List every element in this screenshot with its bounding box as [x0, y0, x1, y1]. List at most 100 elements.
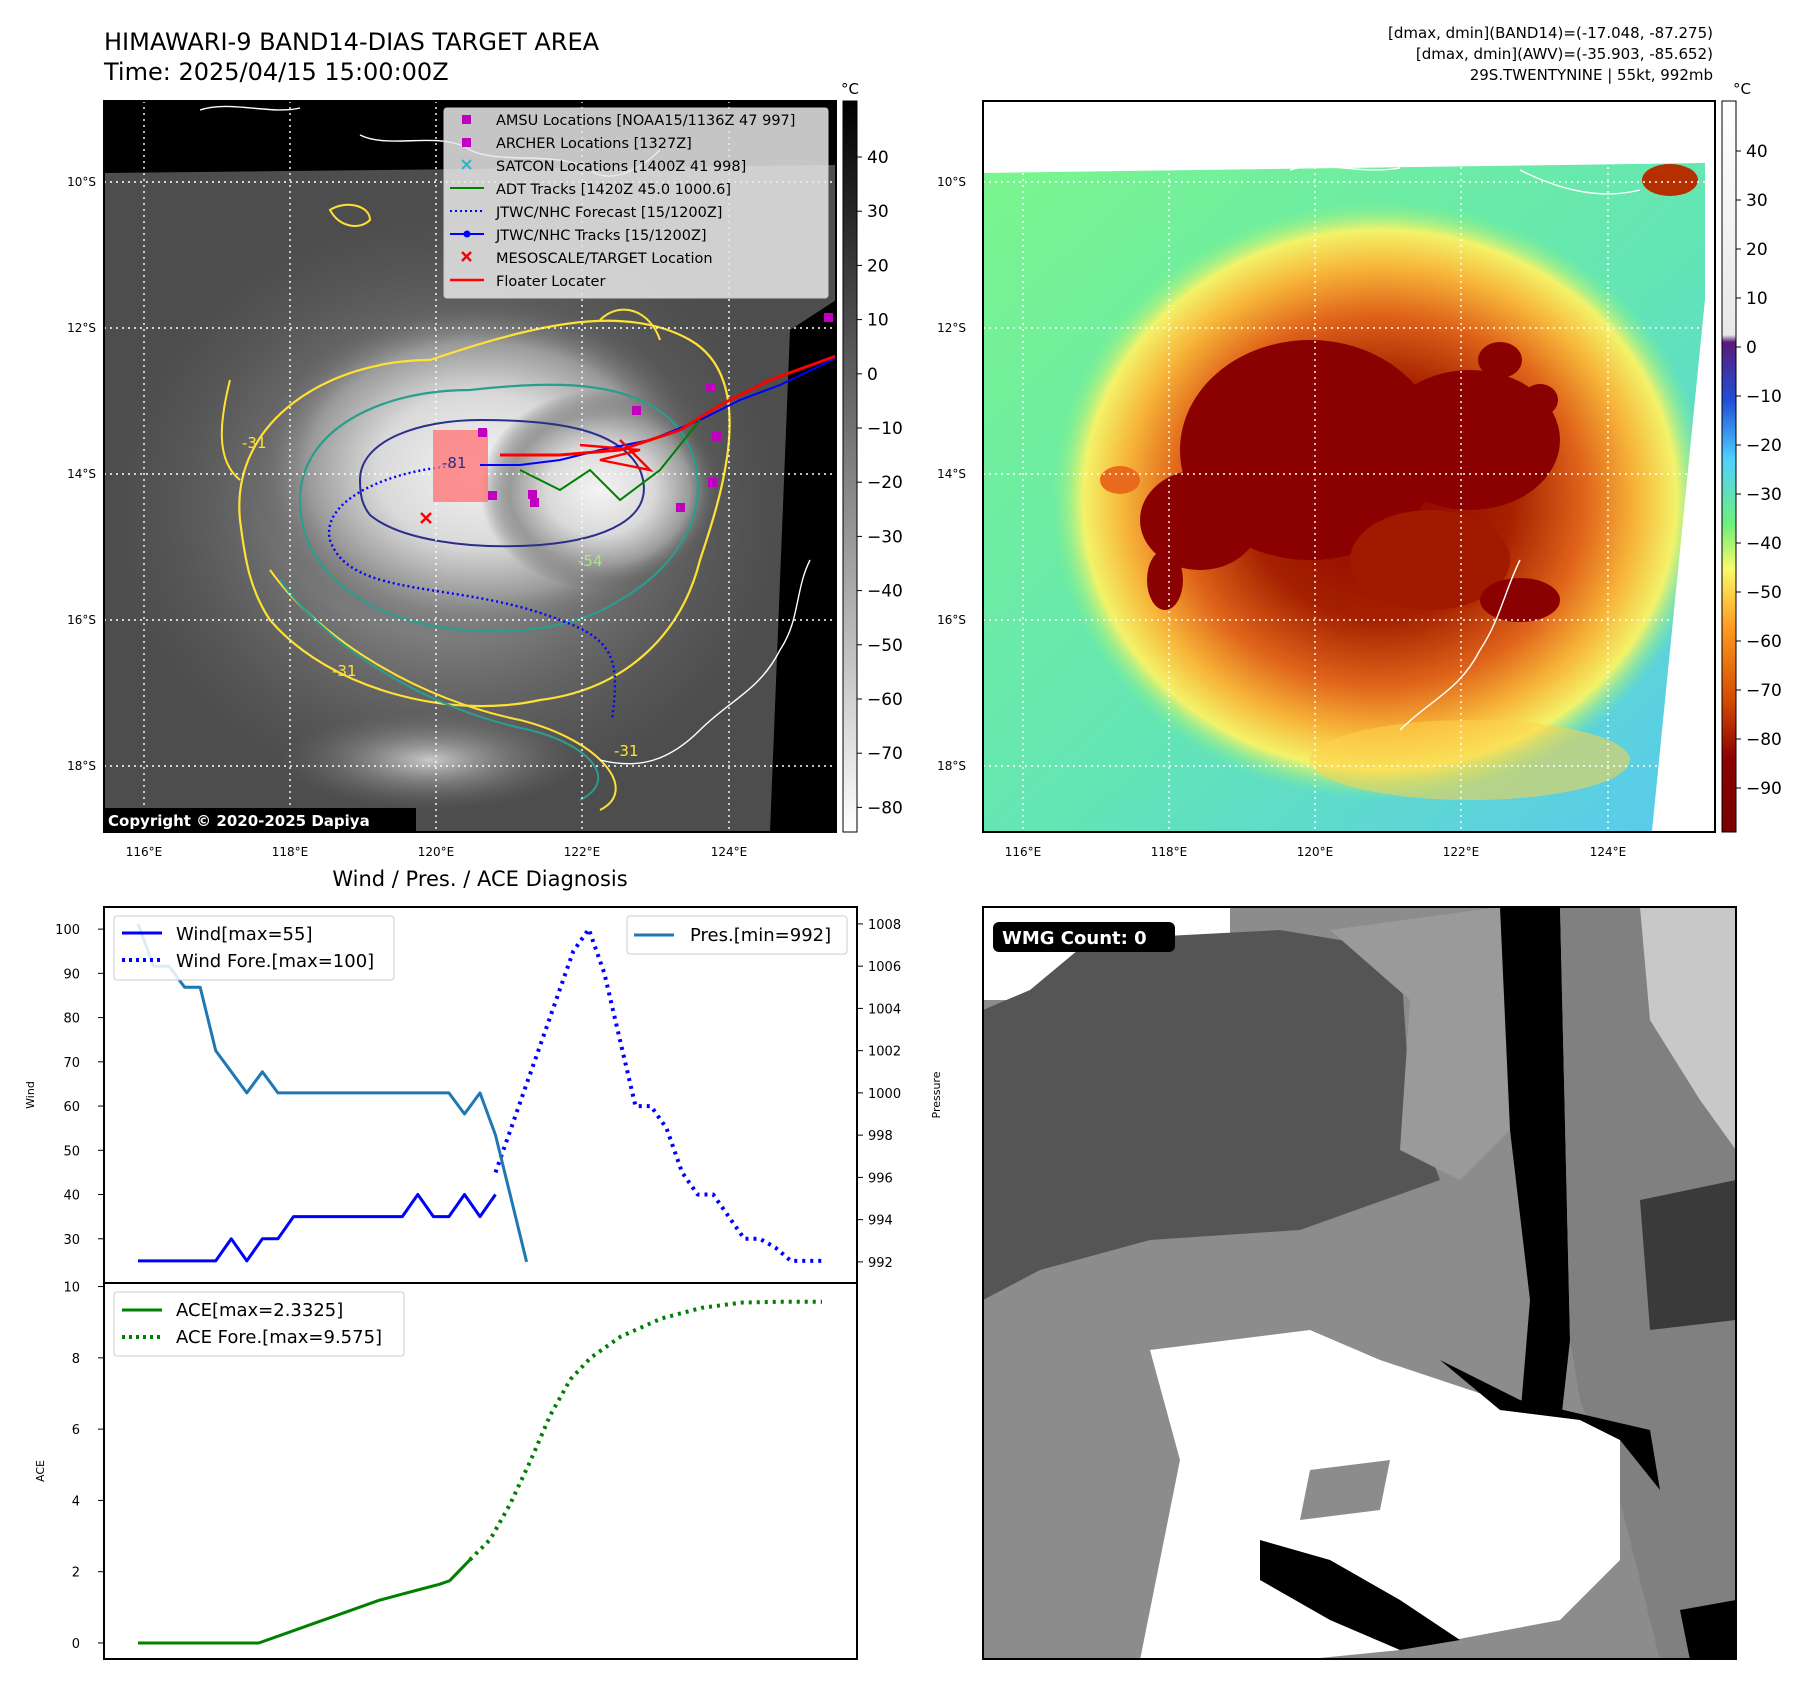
ace-axis-label: ACE: [34, 1460, 47, 1482]
legend-adt: ADT Tracks [1420Z 45.0 1000.6]: [496, 182, 731, 198]
ace-tick-label: 8: [72, 1352, 80, 1367]
pressure-axis-label: Pressure: [930, 1071, 943, 1118]
wind-tick-label: 40: [63, 1189, 80, 1204]
wind-tick-label: 70: [63, 1056, 80, 1071]
lon-tick: 122°E: [564, 845, 601, 859]
legend-ace: ACE[max=2.3325]: [176, 1300, 343, 1321]
right-colorbar-tick-label: −90: [1746, 779, 1782, 799]
contour-label: -31: [614, 742, 639, 760]
colorbar-unit: °C: [1733, 80, 1751, 98]
left-colorbar-tick-label: −80: [867, 798, 903, 818]
lon-tick: 118°E: [272, 845, 309, 859]
contour-label: -54: [578, 552, 603, 570]
copyright: Copyright © 2020-2025 Dapiya: [108, 812, 370, 830]
left-colorbar-tick-label: 40: [867, 148, 889, 168]
series-line-2: [136, 923, 529, 1263]
right-colorbar-tick-label: 0: [1746, 338, 1757, 358]
wind-tick-label: 30: [63, 1233, 80, 1248]
ace-series-line-0: [138, 1558, 471, 1645]
right-map-ticks: 116°E 118°E 120°E 122°E 124°E 10°S 12°S …: [937, 175, 1626, 859]
figure-title-line2: Time: 2025/04/15 15:00:00Z: [103, 58, 449, 86]
pressure-tick-label: 996: [868, 1171, 893, 1186]
info-line2: [dmax, dmin](AWV)=(-35.903, -85.652): [1416, 45, 1713, 63]
awv-map: [983, 101, 1715, 832]
ace-tick-label: 10: [63, 1281, 80, 1296]
lat-tick: 16°S: [67, 613, 96, 627]
diagnosis-title: Wind / Pres. / ACE Diagnosis: [332, 867, 627, 891]
legend-pressure: Pres.[min=992]: [690, 925, 831, 946]
wind-tick-label: 60: [63, 1100, 80, 1115]
legend-amsu: AMSU Locations [NOAA15/1136Z 47 997]: [496, 113, 795, 129]
left-colorbar-tick-label: 30: [867, 202, 889, 222]
lat-tick: 12°S: [67, 321, 96, 335]
right-colorbar-tick-label: 40: [1746, 142, 1768, 162]
right-colorbar-tick-label: −60: [1746, 632, 1782, 652]
lon-tick: 116°E: [126, 845, 163, 859]
legend-floater: Floater Locater: [496, 274, 605, 290]
figure-title-line1: HIMAWARI-9 BAND14-DIAS TARGET AREA: [104, 28, 600, 56]
wind-tick-label: 80: [63, 1012, 80, 1027]
left-colorbar-tick-label: −70: [867, 744, 903, 764]
ace-tick-label: 0: [72, 1637, 80, 1652]
wmg-count-badge: WMG Count: 0: [1002, 928, 1147, 949]
wind-tick-label: 100: [55, 923, 80, 938]
colorbar-unit: °C: [841, 80, 859, 98]
map-legend: AMSU Locations [NOAA15/1136Z 47 997] ARC…: [443, 107, 829, 299]
contour-label: -31: [242, 434, 267, 452]
ace-chart: 0 2 4 6 8 10 ACE ACE[max=2.3325] ACE Fore.[ma…: [34, 1281, 858, 1660]
lat-tick: 10°S: [937, 175, 966, 189]
pressure-tick-label: 1008: [868, 918, 901, 933]
lon-tick: 122°E: [1443, 845, 1480, 859]
legend-target: MESOSCALE/TARGET Location: [496, 251, 713, 267]
legend-wind-forecast: Wind Fore.[max=100]: [176, 951, 374, 972]
ace-tick-label: 6: [72, 1423, 80, 1438]
right-colorbar-tick-label: −10: [1746, 387, 1782, 407]
right-colorbar-tick-label: −80: [1746, 730, 1782, 750]
left-colorbar-tick-label: 0: [867, 365, 878, 385]
pressure-tick-label: 1004: [868, 1002, 901, 1017]
lat-tick: 14°S: [937, 467, 966, 481]
legend-satcon: SATCON Locations [1400Z 41 998]: [496, 159, 746, 175]
lat-tick: 12°S: [937, 321, 966, 335]
lon-tick: 120°E: [418, 845, 455, 859]
left-colorbar: °C 40 30 20 10 0 −10 −20 −30 −40 −50 −60 −70 −80: [841, 80, 903, 833]
legend-wind: Wind[max=55]: [176, 924, 313, 945]
lon-tick: 118°E: [1151, 845, 1188, 859]
info-line1: [dmax, dmin](BAND14)=(-17.048, -87.275): [1388, 24, 1713, 42]
right-colorbar-tick-label: −50: [1746, 583, 1782, 603]
pressure-tick-label: 994: [868, 1214, 893, 1229]
pressure-tick-label: 998: [868, 1129, 893, 1144]
legend-jtwc-tracks: JTWC/NHC Tracks [15/1200Z]: [495, 228, 707, 244]
wind-tick-label: 50: [63, 1144, 80, 1159]
right-colorbar-tick-label: −40: [1746, 534, 1782, 554]
series-line-1: [493, 927, 822, 1263]
left-map-ticks: 116°E 118°E 120°E 122°E 124°E 10°S 12°S …: [67, 175, 747, 859]
pressure-tick-label: 1000: [868, 1087, 901, 1102]
right-colorbar: °C 40 30 20 10 0 −10 −20 −30 −40 −50 −60 −70 −80 −90: [1721, 80, 1782, 833]
contour-label: -81: [442, 454, 467, 472]
right-colorbar-tick-label: 10: [1746, 289, 1768, 309]
legend-jtwc-forecast: JTWC/NHC Forecast [15/1200Z]: [495, 205, 722, 221]
left-colorbar-tick-label: −20: [867, 473, 903, 493]
ace-tick-label: 2: [72, 1566, 80, 1581]
right-colorbar-tick-label: −20: [1746, 436, 1782, 456]
wind-axis-label: Wind: [24, 1081, 37, 1109]
left-colorbar-tick-label: −10: [867, 419, 903, 439]
pressure-tick-label: 992: [868, 1256, 893, 1271]
lon-tick: 124°E: [711, 845, 748, 859]
left-colorbar-tick-label: −40: [867, 582, 903, 602]
lon-tick: 116°E: [1005, 845, 1042, 859]
left-colorbar-tick-label: 20: [867, 256, 889, 276]
info-line3: 29S.TWENTYNINE | 55kt, 992mb: [1470, 66, 1713, 84]
wind-pressure-chart: 30 40 50 60 70 80 90 100 992 994 996 998 1000 1002 10…: [24, 906, 943, 1284]
pressure-tick-label: 1006: [868, 960, 901, 975]
lat-tick: 18°S: [937, 759, 966, 773]
lat-tick: 10°S: [67, 175, 96, 189]
ace-tick-label: 4: [72, 1494, 80, 1509]
ace-series-line-1: [468, 1299, 822, 1562]
left-colorbar-tick-label: 10: [867, 311, 889, 331]
contour-label: -31: [332, 662, 357, 680]
wind-tick-label: 90: [63, 967, 80, 982]
right-colorbar-tick-label: 30: [1746, 191, 1768, 211]
lon-tick: 120°E: [1297, 845, 1334, 859]
